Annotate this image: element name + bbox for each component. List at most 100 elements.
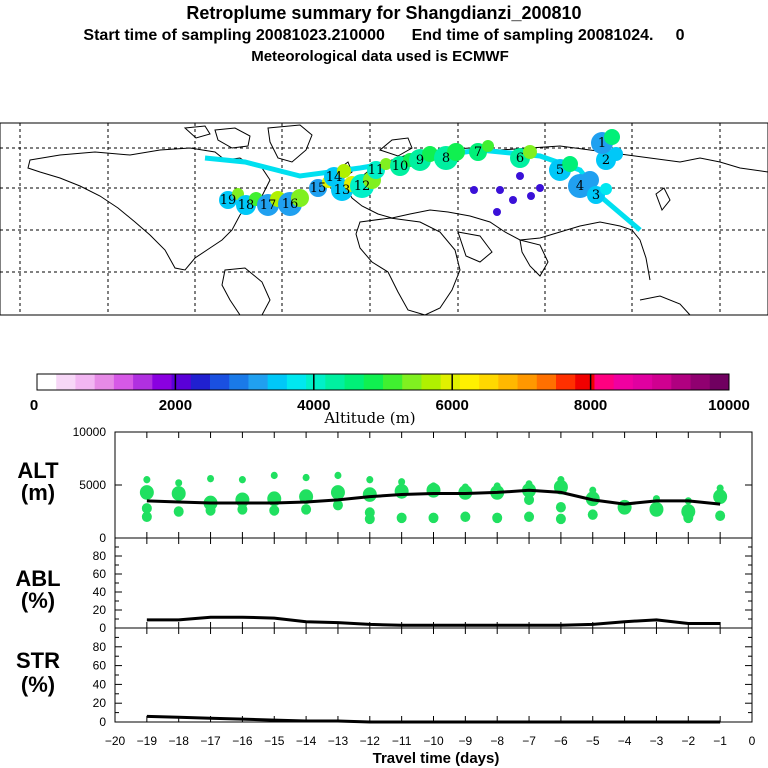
x-tick-label: −10 [423,734,444,748]
altitude-colorbar [36,373,730,391]
x-tick-label: −12 [360,734,381,748]
map-grid [0,123,768,315]
plume-particle-dot [496,186,504,194]
met-data-note: Meteorological data used is ECMWF [251,48,509,65]
alt-cluster-dot [587,509,598,520]
colorbar-segment [344,374,365,390]
alt-cluster-dot [207,474,215,483]
map-day-label: 17 [260,198,277,213]
x-tick-label: −16 [232,734,253,748]
alt-cluster-dot [141,511,152,523]
x-tick-label: −17 [200,734,221,748]
x-tick-label: −7 [522,734,536,748]
colorbar-segment [632,374,653,390]
alt-cluster-dot [683,512,694,524]
plume-cluster-dot [447,143,465,161]
panel-frame [114,537,753,629]
plume-cluster-dot [337,164,351,178]
alt-cluster-dot [175,479,183,487]
colorbar-segment [690,374,711,390]
colorbar-segment [594,374,615,390]
plume-particle-dot [536,184,544,192]
y-tick-label: 0 [99,531,106,545]
x-tick-label: −14 [296,734,317,748]
y-tick-label: 0 [99,621,106,635]
colorbar-segment [306,374,326,390]
alt-cluster-dot [428,512,439,524]
colorbar-segment [267,374,288,390]
colorbar-segment [133,374,153,390]
alt-cluster-dot [237,504,248,515]
alt-cluster-dot [524,511,535,523]
plume-cluster-dot [523,145,537,159]
x-tick-label: −9 [459,734,473,748]
alt-cluster-dot [396,512,407,524]
map-day-label: 15 [310,181,327,196]
plume-cluster-dot [291,189,309,207]
plume-cluster-dot [482,140,494,152]
alt-cluster-dot [426,482,441,498]
plume-cluster-dot [581,171,599,189]
colorbar-segment [556,374,576,390]
panel-alt: 10000 5000 0 ALT(m) [17,425,753,545]
x-tick-label: −8 [490,734,504,748]
alt-cluster-dot [649,502,664,517]
y-tick-label: 40 [93,677,107,691]
plume-cluster-dot [600,183,612,195]
alt-cluster-dot [269,505,280,516]
colorbar-segment [75,374,96,390]
panel-label: STR [16,648,60,673]
alt-cluster-dot [524,494,535,506]
plume-cluster-dot [562,156,578,172]
colorbar-segment [575,374,595,390]
colorbar-segment [402,374,422,390]
alt-cluster-dot [301,504,312,515]
colorbar-tick-label: 2000 [159,397,192,414]
alt-cluster-dot [334,471,342,480]
panel-label: ABL [15,566,60,591]
map-day-label: 8 [442,151,450,166]
colorbar-segment [421,374,442,390]
alt-cluster-dot [332,499,343,511]
panel-unit: (%) [21,672,55,697]
alt-cluster-dot [713,489,728,505]
x-axis-label: Travel time (days) [373,750,500,767]
colorbar-segment [94,374,115,390]
colorbar-ticks: 0 2000 4000 6000 8000 10000 [30,374,750,414]
panel-frame [114,627,753,723]
map-plume-clusters [204,129,642,232]
plume-particle-dot [527,192,535,200]
plume-cluster-dot [609,147,623,161]
x-tick-label: −19 [137,734,158,748]
panel-unit: (%) [21,588,55,613]
colorbar-segment [190,374,211,390]
x-tick-label: −20 [105,734,126,748]
x-tick-label: 0 [749,734,756,748]
y-tick-label: 0 [99,715,106,729]
y-tick-label: 80 [93,549,107,563]
str-line [146,714,721,724]
map-day-label: 4 [576,179,584,194]
map-day-label: 14 [326,170,343,185]
map-day-label: 2 [602,153,610,168]
alt-cluster-dot [460,511,471,523]
map-day-label: 1 [598,136,606,151]
alt-cluster-dot [141,503,152,514]
colorbar-segment [440,374,461,390]
y-tick-label: 20 [93,603,107,617]
x-tick-label: −13 [328,734,349,748]
y-tick-label: 5000 [79,478,106,492]
alt-cluster-dot [555,502,566,513]
panel-label: ALT [17,458,59,483]
x-tick-label: −11 [392,734,412,748]
colorbar-segment [171,374,192,390]
plume-cluster-dot [380,158,392,170]
x-tick-label: −3 [650,734,664,748]
colorbar-segment [671,374,692,390]
alt-mean-line [146,488,721,506]
alt-cluster-dot [364,513,375,525]
figure-title: Retroplume summary for Shangdianzi_20081… [186,3,581,23]
alt-cluster-dot [362,487,377,502]
alt-cluster-dot [139,485,154,500]
